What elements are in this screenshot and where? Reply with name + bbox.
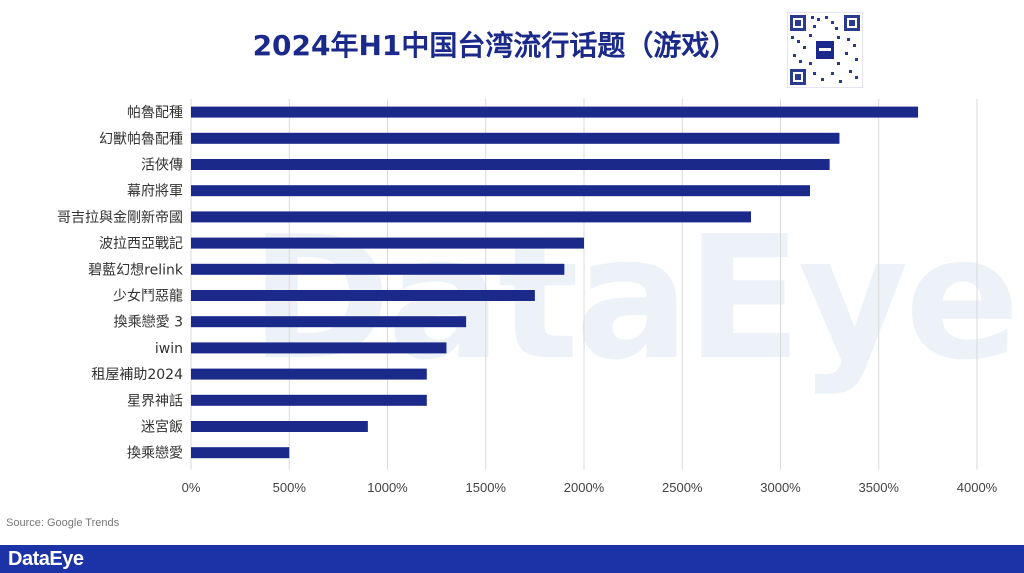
bar [191, 290, 535, 301]
y-category-label: 迷宮飯 [141, 419, 183, 436]
y-category-label: 碧藍幻想relink [88, 262, 184, 278]
y-category-label: 幻獸帕魯配種 [99, 131, 183, 147]
y-category-label: 活俠傳 [141, 158, 183, 174]
x-tick-label: 2000% [564, 480, 605, 495]
x-tick-label: 500% [273, 480, 307, 495]
y-category-label: 換乘戀愛 3 [114, 315, 183, 331]
footer-logo: DataEye [8, 548, 84, 570]
bar [191, 421, 368, 432]
y-category-label: 少女鬥惡龍 [113, 288, 183, 305]
source-note: Source: Google Trends [6, 517, 120, 529]
bar [191, 211, 752, 223]
footer-bar: DataEye [0, 545, 1024, 573]
bar [191, 185, 810, 197]
y-category-label: iwin [155, 341, 183, 357]
y-category-label: 波拉西亞戰記 [99, 235, 183, 252]
x-tick-label: 3500% [859, 480, 900, 495]
x-tick-label: 1000% [367, 480, 408, 495]
y-category-label: 星界神話 [127, 392, 183, 409]
bar [191, 447, 290, 459]
bar-chart: 0% 500% 1000% 1500% 2000% 2500% 3000% 3500% 4000… [57, 99, 998, 495]
x-tick-label: 1500% [466, 480, 507, 495]
bar [191, 237, 584, 249]
qr-code-image [787, 12, 863, 88]
x-tick-label: 0% [182, 480, 201, 495]
bar [191, 132, 840, 144]
bar [191, 316, 467, 328]
y-category-label: 幕府將軍 [127, 184, 183, 200]
y-category-label: 哥吉拉與金剛新帝國 [57, 210, 183, 226]
bar [191, 106, 919, 118]
y-category-label: 帕魯配種 [127, 105, 183, 121]
bar [191, 368, 427, 380]
x-tick-label: 4000% [957, 480, 998, 495]
bar [191, 159, 830, 170]
bar [191, 263, 565, 275]
chart-title: 2024年H1中国台湾流行话题（游戏） [252, 29, 738, 62]
bar [191, 342, 447, 354]
x-tick-label: 3000% [760, 480, 801, 495]
y-category-label: 租屋補助2024 [91, 367, 183, 383]
bar [191, 394, 427, 406]
x-tick-label: 2500% [662, 480, 703, 495]
y-category-label: 換乘戀愛 [127, 446, 183, 462]
